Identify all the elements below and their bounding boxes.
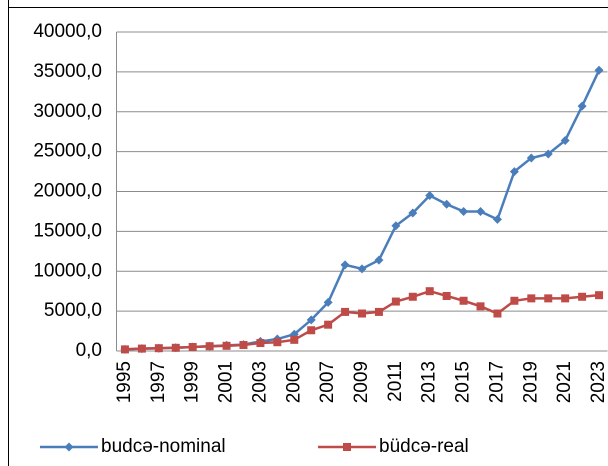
- data-point: [543, 149, 553, 159]
- x-tick-label: 2023: [588, 361, 608, 403]
- legend-marker: [343, 443, 351, 451]
- data-point: [493, 309, 502, 318]
- legend-label: budcə-nominal: [101, 436, 226, 457]
- data-point: [188, 343, 197, 352]
- data-point: [459, 296, 468, 305]
- data-point: [120, 345, 129, 354]
- y-tick-label: 25000,0: [33, 141, 102, 162]
- x-tick-label: 2019: [520, 361, 541, 403]
- y-tick-label: 10000,0: [33, 260, 102, 281]
- data-point: [510, 296, 519, 305]
- x-tick-label: 1999: [182, 361, 203, 403]
- data-point: [527, 294, 536, 303]
- data-point: [442, 199, 452, 209]
- y-tick-label: 20000,0: [33, 181, 102, 202]
- data-point: [561, 294, 570, 303]
- data-point: [425, 287, 434, 296]
- data-point: [476, 302, 485, 311]
- x-tick-label: 2013: [419, 361, 440, 403]
- x-tick-label: 2011: [385, 361, 406, 402]
- x-tick-label: 2017: [486, 361, 507, 403]
- legend-marker: [64, 442, 74, 452]
- x-tick-label: 2009: [351, 361, 372, 403]
- data-point: [374, 255, 384, 265]
- x-tick-label: 2021: [554, 361, 575, 403]
- y-tick-label: 15000,0: [33, 220, 102, 241]
- data-point: [374, 307, 383, 316]
- data-point: [476, 206, 486, 216]
- data-point: [509, 167, 519, 177]
- data-point: [341, 307, 350, 316]
- x-tick-label: 1997: [148, 361, 169, 403]
- data-point: [357, 264, 367, 274]
- data-point: [492, 214, 502, 224]
- data-point: [154, 344, 163, 353]
- x-tick-label: 2015: [453, 361, 474, 403]
- data-point: [306, 315, 316, 325]
- x-tick-label: 2003: [249, 361, 270, 403]
- x-tick-label: 2007: [317, 361, 338, 403]
- data-point: [578, 292, 587, 301]
- data-point: [544, 294, 553, 303]
- data-point: [290, 335, 299, 344]
- data-point: [358, 309, 366, 318]
- data-point: [256, 339, 265, 348]
- data-point: [391, 221, 401, 231]
- data-point: [594, 65, 604, 75]
- data-point: [205, 342, 214, 351]
- data-point: [560, 135, 570, 145]
- data-point: [222, 341, 231, 350]
- data-point: [425, 190, 435, 200]
- data-point: [273, 338, 282, 347]
- y-tick-label: 0,0: [76, 340, 102, 361]
- data-point: [408, 292, 417, 301]
- data-point: [323, 297, 333, 307]
- data-point: [171, 343, 180, 352]
- data-point: [137, 344, 146, 353]
- data-point: [324, 320, 333, 329]
- y-tick-label: 30000,0: [33, 101, 102, 122]
- y-tick-label: 35000,0: [33, 61, 102, 82]
- data-point: [595, 291, 604, 300]
- legend-label: büdcə-real: [379, 436, 469, 457]
- data-point: [442, 291, 451, 300]
- x-tick-label: 2001: [216, 361, 237, 403]
- y-tick-label: 5000,0: [44, 300, 102, 321]
- data-point: [526, 153, 536, 163]
- data-point: [307, 326, 316, 335]
- data-point: [239, 341, 248, 350]
- x-tick-label: 1995: [114, 361, 135, 403]
- x-tick-label: 2005: [283, 361, 304, 403]
- data-point: [391, 297, 400, 306]
- data-point: [459, 206, 469, 216]
- data-point: [408, 208, 418, 218]
- data-point: [577, 101, 587, 111]
- y-tick-label: 40000,0: [33, 21, 102, 42]
- data-point: [340, 260, 350, 270]
